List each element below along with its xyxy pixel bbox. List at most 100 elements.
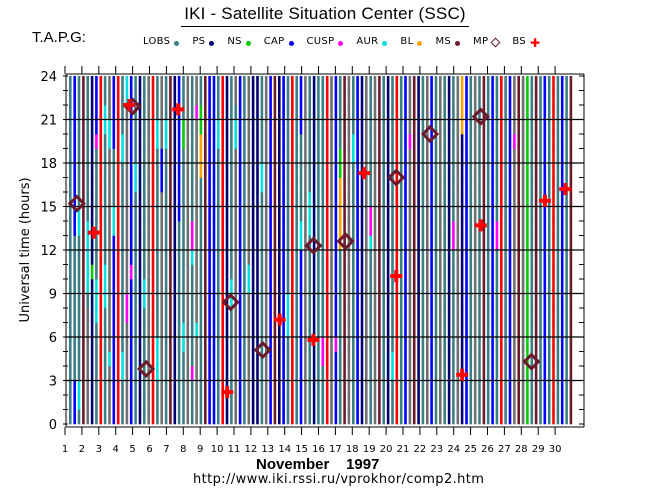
track-segment <box>547 119 551 135</box>
track-segment <box>291 221 294 236</box>
track-segment <box>199 279 203 294</box>
track-segment <box>299 90 303 106</box>
track-segment <box>338 221 342 236</box>
track-segment <box>373 90 377 106</box>
track-segment <box>225 221 229 236</box>
track-segment <box>273 279 277 294</box>
track-segment <box>430 409 433 425</box>
track-segment <box>526 90 529 106</box>
track-segment <box>86 322 89 338</box>
track-segment <box>234 76 237 91</box>
track-segment <box>212 250 216 265</box>
track-segment <box>452 163 455 178</box>
track-segment <box>212 366 216 381</box>
track-segment <box>264 221 268 236</box>
track-segment <box>491 366 494 381</box>
track-segment <box>151 163 155 178</box>
track-segment <box>399 337 403 352</box>
track-segment <box>134 322 137 338</box>
track-segment <box>569 250 573 265</box>
track-segment <box>112 221 116 236</box>
track-segment <box>365 380 368 396</box>
track-segment <box>82 119 85 135</box>
track-segment <box>465 380 468 396</box>
track-segment <box>530 380 534 396</box>
track-segment <box>151 366 155 381</box>
track-segment <box>447 134 451 149</box>
track-segment <box>134 76 137 91</box>
track-segment <box>504 366 507 381</box>
track-segment <box>286 235 290 251</box>
track-segment <box>304 308 307 323</box>
track-segment <box>217 337 220 352</box>
track-segment <box>408 90 412 106</box>
track-segment <box>321 293 325 309</box>
track-segment <box>195 206 198 222</box>
track-segment <box>160 134 163 149</box>
track-segment <box>269 395 272 410</box>
track-segment <box>547 148 551 164</box>
track-segment <box>473 235 477 251</box>
track-segment <box>234 235 237 251</box>
track-segment <box>569 293 573 309</box>
track-segment <box>521 221 525 236</box>
track-segment <box>256 163 259 178</box>
track-segment <box>495 192 499 207</box>
track-segment <box>465 264 468 280</box>
track-segment <box>443 90 446 106</box>
track-segment <box>151 134 155 149</box>
track-segment <box>129 163 133 178</box>
track-segment <box>73 337 76 352</box>
track-segment <box>447 76 451 91</box>
track-segment <box>217 221 220 236</box>
track-segment <box>77 279 81 294</box>
track-segment <box>90 235 94 251</box>
track-segment <box>565 322 568 338</box>
x-tick-label: 20 <box>380 444 393 455</box>
track-segment <box>225 163 229 178</box>
track-segment <box>421 395 425 410</box>
track-segment <box>286 148 290 164</box>
track-segment <box>243 90 246 106</box>
track-segment <box>356 221 359 236</box>
track-segment <box>160 192 163 207</box>
track-segment <box>278 134 281 149</box>
track-segment <box>164 366 168 381</box>
track-segment <box>456 395 460 410</box>
track-segment <box>417 293 420 309</box>
track-segment <box>108 264 111 280</box>
track-segment <box>534 206 538 222</box>
track-segment <box>264 163 268 178</box>
track-segment <box>412 90 416 106</box>
track-segment <box>286 395 290 410</box>
track-segment <box>103 409 107 425</box>
track-segment <box>430 90 433 106</box>
track-segment <box>143 148 146 164</box>
track-segment <box>243 250 246 265</box>
track-segment <box>334 409 338 425</box>
track-segment <box>103 76 107 91</box>
track-segment <box>408 221 412 236</box>
track-segment <box>547 105 551 120</box>
track-segment <box>177 134 181 149</box>
track-segment <box>317 409 320 425</box>
track-segment <box>347 366 351 381</box>
track-segment <box>473 250 477 265</box>
track-segment <box>238 134 242 149</box>
track-segment <box>508 105 512 120</box>
track-segment <box>282 250 285 265</box>
track-segment <box>504 163 507 178</box>
track-segment <box>395 279 399 294</box>
track-segment <box>269 177 272 193</box>
track-segment <box>347 279 351 294</box>
track-segment <box>552 351 555 367</box>
track-segment <box>325 279 329 294</box>
track-segment <box>386 395 390 410</box>
track-segment <box>212 293 216 309</box>
track-segment <box>295 395 298 410</box>
track-segment <box>138 293 142 309</box>
track-segment <box>556 366 560 381</box>
track-segment <box>286 163 290 178</box>
track-segment <box>347 90 351 106</box>
track-segment <box>473 279 477 294</box>
